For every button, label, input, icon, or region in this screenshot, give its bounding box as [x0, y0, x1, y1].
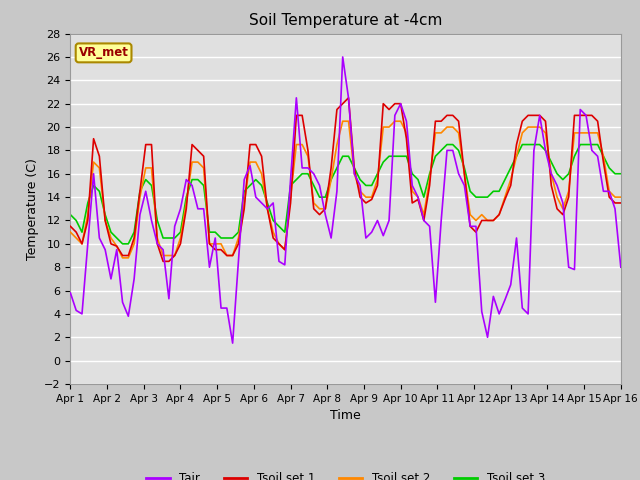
Title: Soil Temperature at -4cm: Soil Temperature at -4cm	[249, 13, 442, 28]
Text: VR_met: VR_met	[79, 47, 129, 60]
Y-axis label: Temperature (C): Temperature (C)	[26, 158, 38, 260]
Legend: Tair, Tsoil set 1, Tsoil set 2, Tsoil set 3: Tair, Tsoil set 1, Tsoil set 2, Tsoil se…	[141, 467, 550, 480]
X-axis label: Time: Time	[330, 409, 361, 422]
